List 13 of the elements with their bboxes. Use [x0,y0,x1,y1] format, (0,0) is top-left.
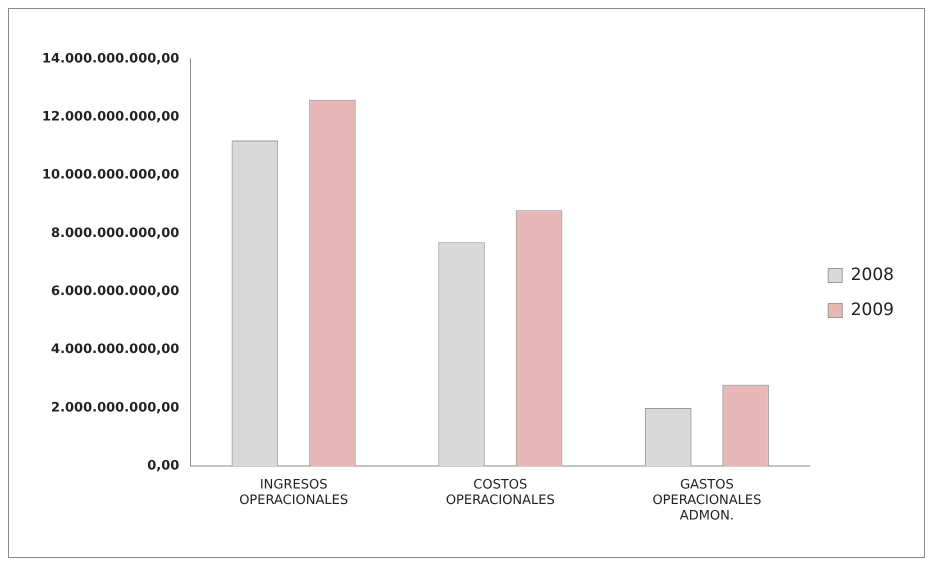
y-tick-label: 10.000.000.000,00 [42,168,180,183]
y-tick-label: 4.000.000.000,00 [51,342,180,358]
y-tick-label: 12.000.000.000,00 [42,110,180,125]
legend-label: 2009 [850,300,894,320]
y-tick-label: 0,00 [147,458,180,474]
x-tick-label: GASTOS OPERACIONALES ADMON. [652,477,762,524]
y-tick-label: 14.000.000.000,00 [42,51,180,66]
y-tick-label: 2.000.000.000,00 [51,400,180,416]
y-tick-label: 6.000.000.000,00 [51,284,180,300]
x-tick-label: COSTOS OPERACIONALES [446,477,555,508]
x-tick-label: INGRESOS OPERACIONALES [239,477,348,508]
y-tick-label: 8.000.000.000,00 [51,226,180,241]
legend-label: 2008 [850,264,894,285]
